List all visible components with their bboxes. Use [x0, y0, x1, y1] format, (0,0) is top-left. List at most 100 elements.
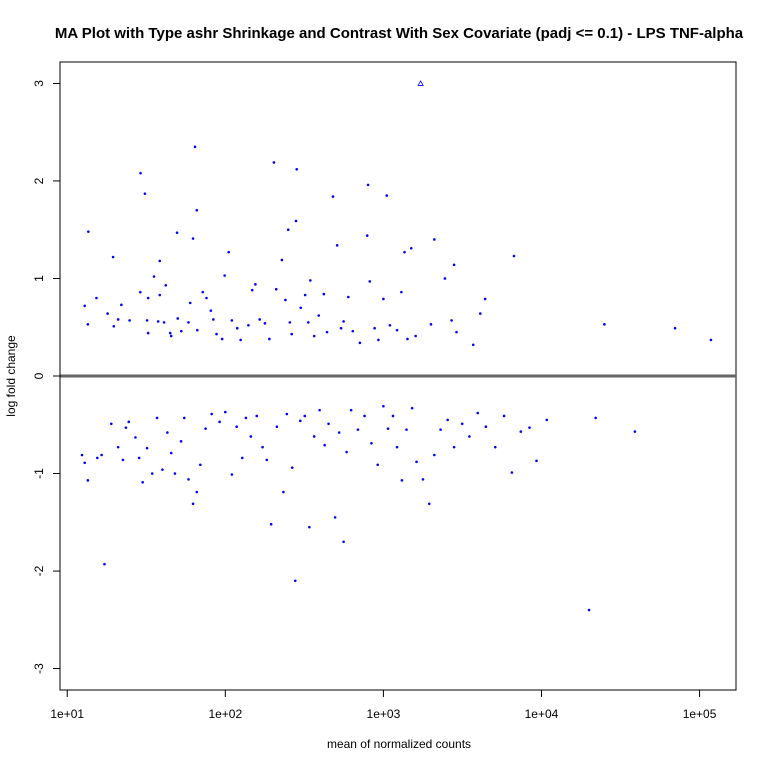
x-tick-label: 1e+02 — [208, 707, 242, 721]
data-point — [476, 411, 480, 415]
data-point — [240, 456, 244, 460]
data-point — [143, 192, 147, 195]
data-point — [210, 412, 213, 416]
data-point — [230, 473, 234, 476]
data-point — [80, 453, 84, 457]
data-point — [493, 445, 497, 449]
data-point — [263, 322, 267, 325]
data-point — [414, 334, 417, 338]
data-point — [409, 246, 413, 250]
data-point — [196, 328, 199, 332]
data-point — [103, 562, 106, 566]
data-point — [139, 171, 142, 175]
data-point — [468, 435, 471, 438]
data-point — [205, 296, 208, 300]
data-point — [421, 478, 425, 481]
data-point — [286, 228, 290, 232]
data-point — [127, 420, 131, 424]
data-point — [227, 250, 230, 254]
data-point — [100, 453, 103, 457]
data-point — [158, 259, 162, 263]
data-point — [209, 309, 213, 312]
data-point — [179, 440, 183, 443]
data-point — [191, 502, 195, 506]
data-point — [255, 414, 259, 418]
data-point — [145, 319, 149, 322]
data-point — [223, 274, 226, 277]
data-point — [111, 255, 115, 259]
data-point — [373, 326, 376, 330]
data-point — [193, 145, 197, 149]
data-point — [112, 324, 116, 328]
data-point — [317, 314, 321, 317]
data-point — [212, 318, 215, 321]
data-point — [294, 219, 298, 223]
data-point — [235, 326, 239, 330]
data-point — [349, 408, 353, 412]
data-point — [333, 516, 337, 519]
data-point — [439, 428, 442, 431]
data-point — [116, 318, 120, 321]
data-point — [400, 479, 404, 482]
data-point — [450, 319, 453, 322]
data-point — [235, 425, 238, 429]
data-point — [308, 525, 311, 529]
data-point — [261, 445, 264, 449]
data-point — [168, 331, 172, 335]
data-point — [124, 426, 128, 429]
points-layer — [80, 80, 713, 612]
x-tick-label: 1e+03 — [367, 707, 401, 721]
data-point — [471, 343, 475, 347]
data-point — [187, 321, 190, 324]
data-point — [156, 320, 160, 323]
data-point — [309, 279, 312, 282]
data-point — [250, 288, 254, 292]
data-point — [176, 317, 180, 320]
data-point — [502, 414, 506, 418]
data-point — [146, 331, 150, 335]
data-point — [244, 416, 248, 420]
data-point — [285, 412, 289, 416]
data-point — [139, 290, 142, 294]
data-point — [274, 287, 278, 291]
data-point — [433, 453, 436, 457]
y-axis-label: log fold change — [4, 335, 18, 417]
data-point — [134, 436, 137, 439]
data-point — [337, 431, 341, 434]
data-point — [322, 292, 326, 296]
x-axis: 1e+01 1e+02 1e+03 1e+04 1e+05 — [50, 689, 717, 721]
data-point — [351, 329, 355, 333]
data-point — [137, 456, 141, 460]
data-point — [280, 258, 284, 262]
data-point — [460, 422, 464, 426]
data-point — [673, 326, 677, 330]
y-tick-label: -1 — [32, 468, 46, 479]
data-point — [162, 321, 166, 324]
data-point — [323, 443, 326, 447]
data-point — [295, 167, 299, 171]
data-point — [356, 428, 360, 431]
data-point-clipped — [417, 80, 424, 86]
data-point — [83, 461, 87, 465]
data-point — [483, 297, 487, 301]
data-point — [415, 460, 418, 464]
data-point — [303, 293, 307, 297]
data-point — [95, 296, 98, 300]
data-point — [386, 427, 390, 430]
data-point — [215, 332, 218, 336]
data-point — [363, 414, 366, 418]
data-point — [446, 418, 449, 422]
data-point — [377, 338, 380, 342]
data-point — [272, 161, 276, 164]
data-point — [155, 416, 159, 420]
data-point — [335, 244, 339, 247]
data-point — [633, 430, 637, 433]
data-point — [331, 195, 335, 198]
y-tick-label: -2 — [32, 565, 46, 576]
data-point — [204, 427, 207, 430]
data-point — [342, 320, 345, 323]
data-point — [187, 478, 190, 481]
data-point — [327, 422, 330, 426]
